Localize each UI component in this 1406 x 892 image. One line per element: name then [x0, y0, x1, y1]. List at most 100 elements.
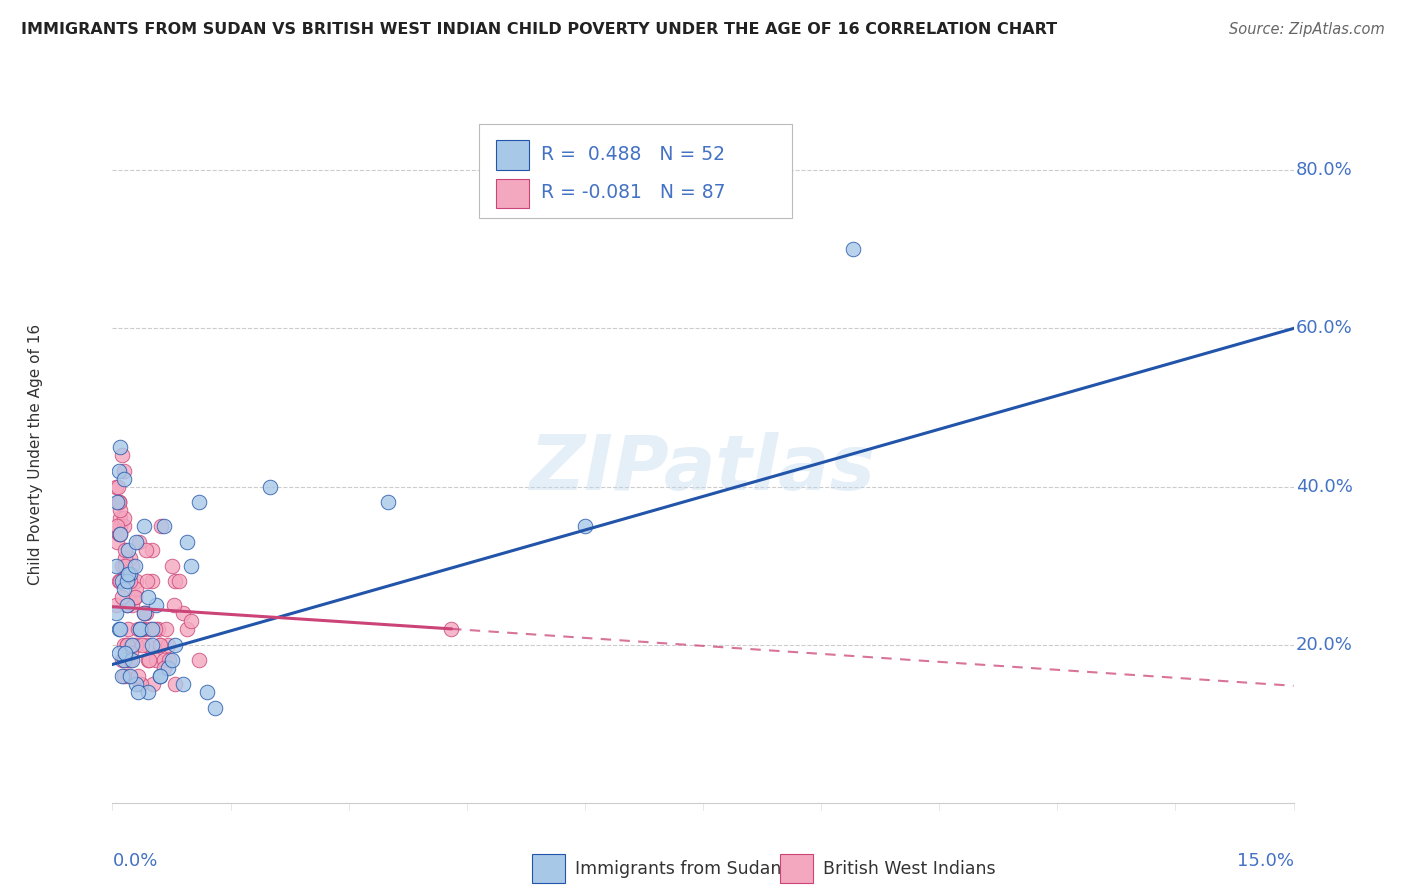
Point [127, 669, 149, 683]
Point [115, 566, 138, 581]
Point [125, 582, 148, 597]
Point [149, 638, 172, 652]
Point [124, 591, 146, 605]
Point [172, 606, 194, 620]
FancyBboxPatch shape [478, 124, 792, 219]
Point [135, 542, 157, 557]
Text: Immigrants from Sudan: Immigrants from Sudan [575, 860, 782, 878]
Point [118, 566, 141, 581]
Point [110, 511, 132, 525]
Point [124, 558, 146, 573]
Point [125, 677, 148, 691]
Point [107, 495, 129, 509]
Point [124, 591, 146, 605]
Point [188, 653, 211, 667]
Text: R = -0.081   N = 87: R = -0.081 N = 87 [541, 183, 725, 202]
Point [160, 653, 183, 667]
Point [440, 622, 463, 636]
Point [259, 479, 281, 493]
Point [112, 472, 135, 486]
Point [112, 669, 135, 683]
Point [115, 653, 138, 667]
Point [125, 638, 148, 652]
Point [141, 542, 163, 557]
Point [141, 622, 163, 636]
Text: 0.0%: 0.0% [112, 852, 157, 870]
FancyBboxPatch shape [531, 854, 565, 883]
Text: ZIPatlas: ZIPatlas [530, 432, 876, 506]
Point [111, 574, 134, 589]
Point [149, 669, 172, 683]
Point [156, 638, 179, 652]
Point [118, 653, 141, 667]
Point [136, 685, 159, 699]
Point [129, 677, 152, 691]
Text: IMMIGRANTS FROM SUDAN VS BRITISH WEST INDIAN CHILD POVERTY UNDER THE AGE OF 16 C: IMMIGRANTS FROM SUDAN VS BRITISH WEST IN… [21, 22, 1057, 37]
Point [165, 574, 187, 589]
Point [117, 566, 139, 581]
Point [114, 542, 136, 557]
Point [112, 653, 135, 667]
Point [115, 638, 138, 652]
Point [107, 495, 129, 509]
Point [122, 638, 145, 652]
Point [110, 503, 132, 517]
Point [107, 646, 129, 660]
Point [120, 638, 142, 652]
Point [152, 653, 174, 667]
Point [115, 598, 138, 612]
Point [138, 653, 160, 667]
Point [111, 669, 134, 683]
Point [128, 534, 150, 549]
Point [136, 638, 159, 652]
FancyBboxPatch shape [496, 178, 530, 208]
Point [118, 669, 141, 683]
Point [111, 591, 134, 605]
Point [574, 519, 596, 533]
Text: Child Poverty Under the Age of 16: Child Poverty Under the Age of 16 [28, 325, 44, 585]
Point [132, 622, 155, 636]
Point [117, 669, 139, 683]
Point [150, 519, 173, 533]
Point [105, 519, 128, 533]
Point [156, 661, 179, 675]
Point [136, 653, 159, 667]
Point [125, 534, 148, 549]
Point [149, 669, 172, 683]
Point [121, 653, 143, 667]
Point [107, 527, 129, 541]
Point [110, 527, 132, 541]
Point [112, 638, 135, 652]
Point [114, 646, 136, 660]
Point [145, 598, 167, 612]
Point [135, 606, 157, 620]
Point [105, 479, 128, 493]
Point [131, 622, 153, 636]
Point [121, 558, 143, 573]
Point [118, 550, 141, 565]
Point [131, 638, 153, 652]
Point [143, 622, 166, 636]
Point [107, 622, 129, 636]
Point [115, 638, 138, 652]
Point [165, 677, 187, 691]
Point [105, 558, 128, 573]
Point [149, 638, 172, 652]
Point [142, 677, 165, 691]
Point [117, 542, 139, 557]
Point [157, 653, 180, 667]
Point [105, 598, 128, 612]
Point [204, 701, 226, 715]
FancyBboxPatch shape [780, 854, 813, 883]
Point [114, 550, 136, 565]
Text: R =  0.488   N = 52: R = 0.488 N = 52 [541, 145, 725, 164]
Point [107, 479, 129, 493]
Point [107, 495, 129, 509]
Point [129, 677, 152, 691]
Point [180, 614, 202, 628]
Point [107, 464, 129, 478]
Point [127, 685, 149, 699]
Point [111, 558, 134, 573]
Point [160, 558, 183, 573]
Text: 40.0%: 40.0% [1296, 477, 1353, 496]
